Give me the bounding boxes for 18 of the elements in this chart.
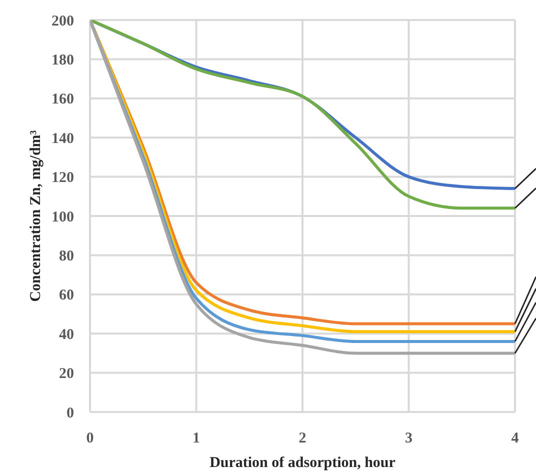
y-tick-label: 200 xyxy=(52,13,74,30)
y-tick-label: 100 xyxy=(52,209,74,226)
y-tick-label: 140 xyxy=(52,130,74,147)
y-tick-label: 0 xyxy=(66,405,74,422)
x-tick-label: 1 xyxy=(192,430,200,447)
y-tick-label: 60 xyxy=(59,288,74,304)
y-tick-label: 20 xyxy=(59,366,74,382)
x-tick-label: 0 xyxy=(86,430,94,447)
x-tick-label: 3 xyxy=(405,430,412,447)
y-tick-label: 160 xyxy=(52,92,74,108)
x-axis-title: Duration of adsorption, hour xyxy=(210,455,396,471)
y-tick-label: 40 xyxy=(59,326,74,343)
y-tick-label: 120 xyxy=(52,170,74,186)
x-tick-label: 2 xyxy=(298,430,306,447)
y-tick-label: 80 xyxy=(59,248,74,265)
y-axis-title: Concentration Zn, mg/dm³ xyxy=(28,130,44,302)
x-tick-label: 4 xyxy=(511,430,520,447)
y-tick-label: 180 xyxy=(52,52,74,69)
